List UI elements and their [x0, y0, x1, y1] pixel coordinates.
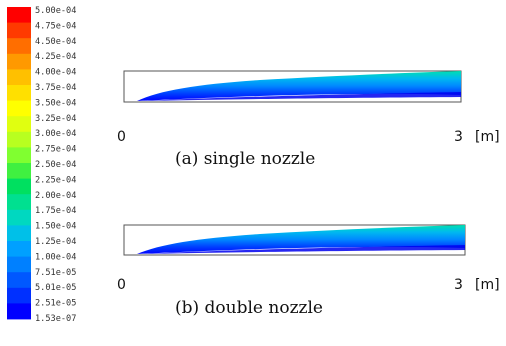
colorbar-label: 3.00e-04	[35, 129, 76, 139]
colorbar-labels: 5.00e-04 4.75e-04 4.50e-04 4.25e-04 4.00e-04…	[35, 6, 76, 324]
colorbar: 5.00e-04 4.75e-04 4.50e-04 4.25e-04 4.00e-04…	[7, 6, 76, 324]
colorbar-label: 5.00e-04	[35, 6, 76, 16]
colorbar-swatch	[7, 178, 31, 195]
colorbar-swatch	[7, 256, 31, 273]
colorbar-swatch	[7, 38, 31, 55]
colorbar-label: 5.01e-05	[35, 283, 76, 293]
colorbar-swatches	[7, 7, 31, 320]
colorbar-swatch	[7, 116, 31, 133]
colorbar-label: 3.75e-04	[35, 83, 76, 93]
colorbar-swatch	[7, 131, 31, 148]
colorbar-swatch	[7, 22, 31, 39]
colorbar-label: 4.75e-04	[35, 21, 76, 31]
colorbar-label: 1.25e-04	[35, 237, 76, 247]
x-unit-label: [m]	[475, 277, 500, 293]
colorbar-swatch	[7, 147, 31, 164]
colorbar-label: 1.50e-04	[35, 222, 76, 232]
panel-single-nozzle: 0 3 [m] (a) single nozzle	[117, 70, 500, 169]
colorbar-swatch	[7, 225, 31, 242]
colorbar-swatch	[7, 209, 31, 226]
spray-plume	[137, 71, 461, 101]
colorbar-swatch	[7, 163, 31, 179]
colorbar-label: 4.00e-04	[35, 68, 76, 78]
colorbar-label: 2.51e-05	[35, 299, 76, 309]
colorbar-label: 2.75e-04	[35, 145, 76, 155]
x-end-label: 3	[454, 129, 463, 145]
colorbar-label: 2.25e-04	[35, 175, 76, 185]
spray-core	[142, 245, 465, 254]
colorbar-swatch	[7, 53, 31, 70]
colorbar-label: 1.00e-04	[35, 252, 76, 262]
colorbar-label: 3.50e-04	[35, 98, 76, 108]
colorbar-label: 2.00e-04	[35, 191, 76, 201]
colorbar-swatch	[7, 85, 31, 101]
colorbar-swatch	[7, 287, 31, 304]
colorbar-label: 3.25e-04	[35, 114, 76, 124]
panel-double-nozzle: 0 3 [m] (b) double nozzle	[117, 224, 500, 318]
colorbar-swatch	[7, 272, 31, 289]
spray-core	[142, 92, 461, 101]
x-end-label: 3	[454, 277, 463, 293]
x-start-label: 0	[117, 277, 126, 293]
colorbar-label: 2.50e-04	[35, 160, 76, 170]
colorbar-label: 4.25e-04	[35, 52, 76, 62]
colorbar-label: 7.51e-05	[35, 268, 76, 278]
colorbar-swatch	[7, 7, 31, 23]
colorbar-swatch	[7, 100, 31, 117]
caption: (b) double nozzle	[175, 298, 323, 318]
colorbar-label: 4.50e-04	[35, 37, 76, 47]
colorbar-label: 1.53e-07	[35, 314, 76, 324]
colorbar-swatch	[7, 303, 31, 320]
colorbar-swatch	[7, 241, 31, 257]
colorbar-label: 1.75e-04	[35, 206, 76, 216]
x-unit-label: [m]	[475, 129, 500, 145]
caption: (a) single nozzle	[175, 149, 315, 169]
x-start-label: 0	[117, 129, 126, 145]
colorbar-swatch	[7, 194, 31, 211]
colorbar-swatch	[7, 69, 31, 86]
